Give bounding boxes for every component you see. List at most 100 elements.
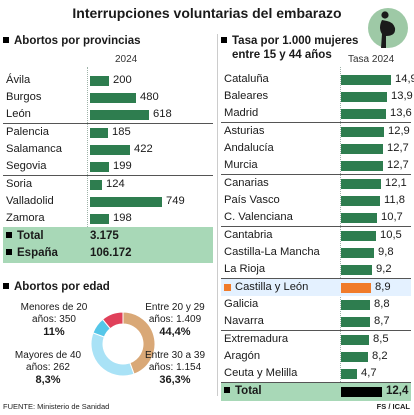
total-value: 3.175 [90, 230, 119, 242]
province-row: Burgos 480 [6, 89, 216, 106]
region-row: País Vasco 11,8 [224, 192, 412, 209]
age-pct: 36,3% [159, 374, 191, 386]
age-label: Entre 20 y 29 años: 1.409 44,4% [130, 302, 220, 338]
region-name: Cataluña [224, 73, 269, 85]
group-separator [221, 174, 411, 175]
rate-axis-line [340, 67, 341, 394]
region-name: Castilla-La Mancha [224, 246, 320, 258]
region-bar [341, 127, 384, 137]
region-value: 8,5 [373, 333, 389, 345]
region-bar [341, 144, 383, 154]
total-name: España [17, 247, 58, 259]
age-line1: Mayores de 40 [14, 350, 82, 361]
region-bar [341, 161, 383, 171]
province-row: Ávila 200 [6, 72, 216, 89]
region-bar [341, 283, 371, 293]
region-value: 13,9 [391, 90, 413, 102]
total-value: 12,4 [386, 385, 409, 397]
group-separator [221, 226, 411, 227]
region-bar [341, 92, 387, 102]
group-separator [221, 382, 411, 383]
region-row: Navarra 8,7 [224, 313, 412, 330]
province-bar [90, 162, 109, 172]
rate-column-label: Tasa 2024 [348, 54, 395, 65]
region-value: 10,5 [380, 229, 402, 241]
age-label: Menores de 20 años: 350 11% [14, 302, 94, 338]
region-bar [341, 231, 376, 241]
region-name: Castilla y León [235, 281, 309, 293]
region-bar [341, 196, 380, 206]
region-name: Andalucía [224, 142, 274, 154]
region-name: País Vasco [224, 194, 280, 206]
province-name: Zamora [6, 212, 45, 224]
province-row: Valladolid 749 [6, 193, 216, 210]
region-name: Aragón [224, 350, 261, 362]
total-name: Total [17, 230, 44, 242]
rate-heading-line2: entre 15 y 44 años [232, 49, 332, 61]
region-name: Asturias [224, 125, 265, 137]
region-row: Ceuta y Melilla 4,7 [224, 365, 412, 382]
region-row: Galicia 8,8 [224, 296, 412, 313]
province-name: Valladolid [6, 195, 54, 207]
province-value: 200 [113, 74, 132, 86]
region-row: C. Valenciana 10,7 [224, 209, 412, 226]
region-bar [341, 265, 372, 275]
province-bar [90, 110, 149, 120]
region-row: Castilla-La Mancha 9,8 [224, 244, 412, 261]
region-value: 8,7 [374, 315, 390, 327]
region-value: 12,9 [388, 125, 410, 137]
region-name: Cantabria [224, 229, 273, 241]
region-bar [341, 213, 377, 223]
infographic-title: Interrupciones voluntarias del embarazo [72, 5, 342, 21]
province-value: 185 [112, 126, 131, 138]
age-label: Entre 30 a 39 años: 1.154 36,3% [130, 350, 220, 386]
highlight-marker [224, 284, 231, 291]
age-line1: Menores de 20 [20, 302, 88, 313]
age-label: Mayores de 40 años: 262 8,3% [8, 350, 88, 386]
bullet [6, 249, 12, 255]
region-value: 12,1 [385, 177, 407, 189]
region-value: 11,8 [384, 194, 405, 206]
province-bar [90, 214, 109, 224]
province-bar [90, 197, 162, 207]
province-row: Salamanca 422 [6, 141, 216, 158]
provinces-year: 2024 [115, 54, 138, 65]
age-line2: años: 1.154 [148, 362, 202, 373]
province-row: Palencia 185 [6, 124, 216, 141]
rate-heading: Tasa por 1.000 mujeres [221, 34, 358, 48]
pregnant-woman-icon [368, 8, 408, 48]
province-name: Soria [6, 178, 33, 190]
total-row: Total 12,4 [221, 383, 411, 401]
group-separator [221, 122, 411, 123]
age-pct: 44,4% [159, 326, 191, 338]
group-separator [3, 175, 213, 176]
region-name: Murcia [224, 159, 258, 171]
region-value: 8,2 [372, 350, 388, 362]
age-line2: años: 350 [32, 314, 76, 325]
age-line2: años: 1.409 [148, 314, 202, 325]
region-bar [341, 109, 386, 119]
total-label: Total [6, 230, 44, 242]
credit: FS / ICAL [376, 402, 410, 411]
province-name: Segovia [6, 160, 47, 172]
province-name: Ávila [6, 74, 31, 86]
age-slice [90, 332, 135, 377]
region-name: Baleares [224, 90, 269, 102]
province-row: León 618 [6, 106, 216, 123]
region-row: Cataluña 14,9 [224, 71, 414, 88]
province-row: Soria 124 [6, 176, 216, 193]
province-name: Salamanca [6, 143, 62, 155]
region-bar [341, 75, 391, 85]
age-line1: Entre 30 a 39 [144, 350, 206, 361]
province-bar [90, 128, 108, 138]
age-slice [101, 311, 124, 330]
province-name: Palencia [6, 126, 49, 138]
total-label: Total [224, 385, 262, 397]
region-row: La Rioja 9,2 [224, 261, 412, 278]
source-note: FUENTE: Ministerio de Sanidad [3, 402, 110, 411]
province-row: Segovia 199 [6, 158, 216, 175]
bullet [224, 387, 230, 393]
region-name: Madrid [224, 107, 259, 119]
group-separator [3, 123, 213, 124]
province-name: León [6, 108, 31, 120]
